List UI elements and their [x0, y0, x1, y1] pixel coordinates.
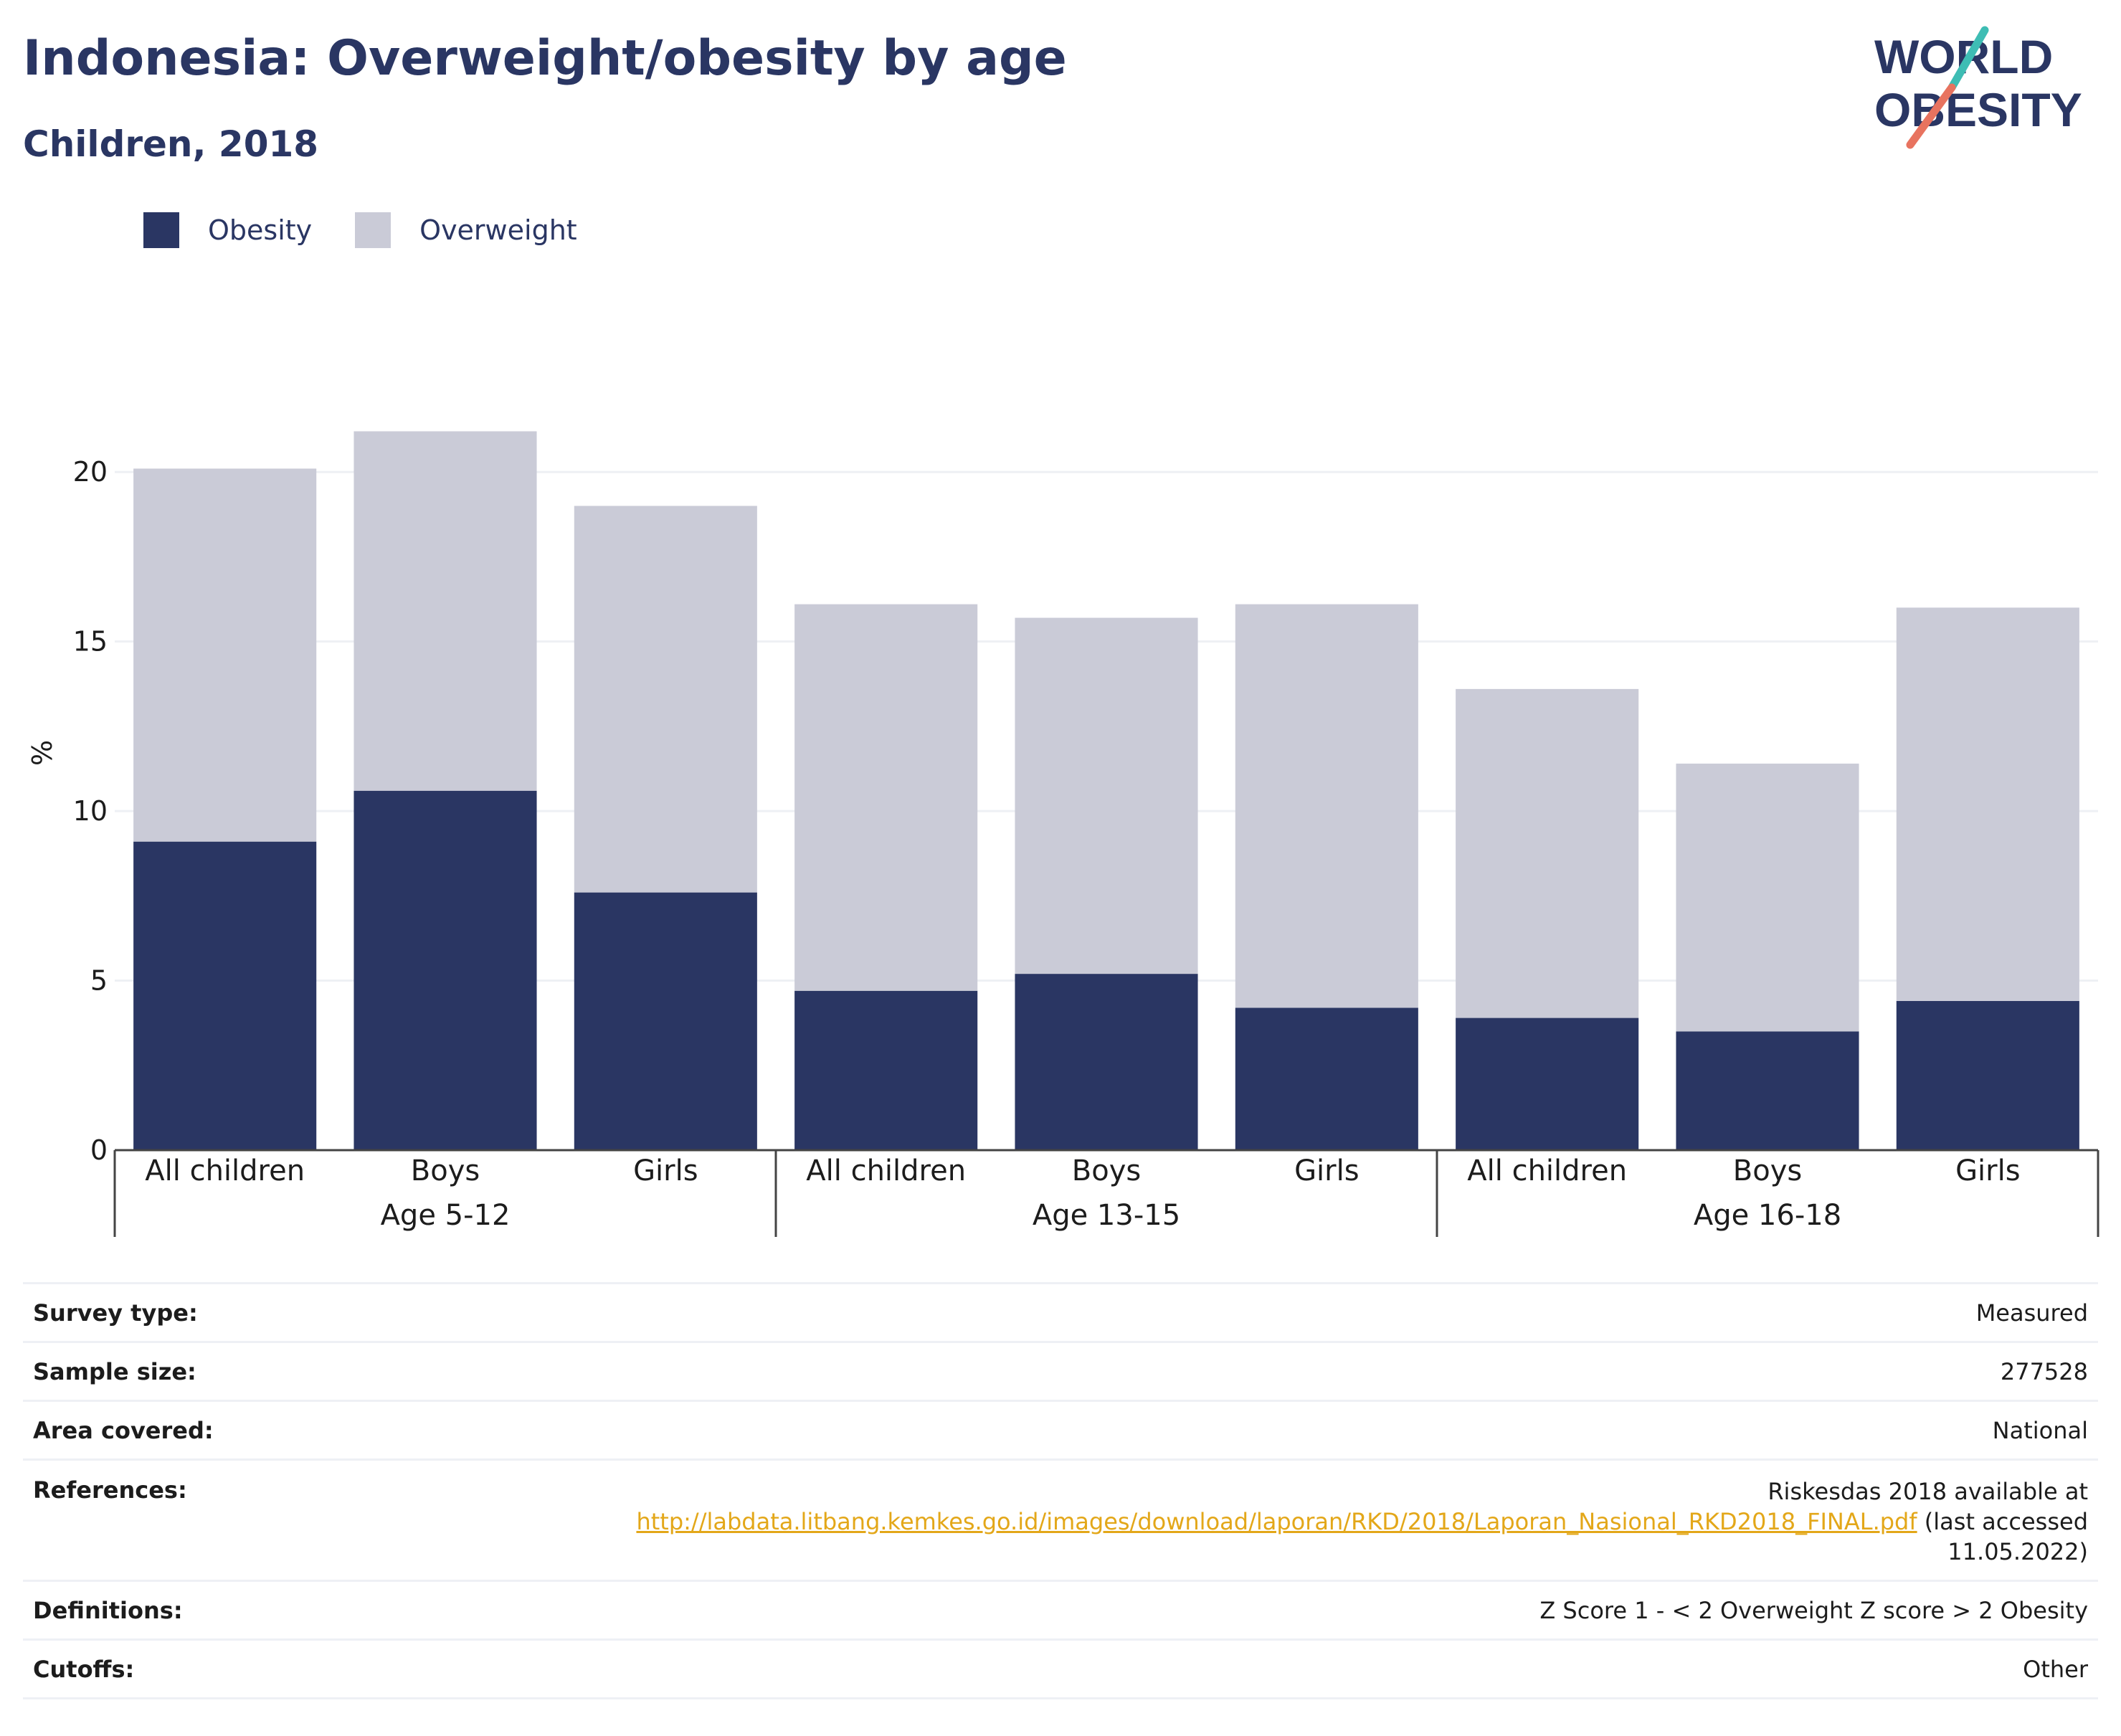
area-covered-label: Area covered: [23, 1400, 402, 1460]
bar-overweight [354, 431, 537, 791]
sample-size-value: 277528 [402, 1341, 2098, 1401]
legend-swatch-overweight [355, 212, 392, 248]
references-accessed: (last accessed [1917, 1508, 2088, 1535]
references-text: Riskesdas 2018 available at [1768, 1478, 2088, 1505]
world-obesity-logo: WORLD OBESITY [1874, 26, 2082, 149]
references-link[interactable]: http://labdata.litbang.kemkes.go.id/imag… [636, 1508, 1917, 1535]
references-date: 11.05.2022) [1947, 1538, 2088, 1565]
survey-type-label: Survey type: [23, 1282, 402, 1342]
legend-label-obesity: Obesity [208, 214, 313, 246]
bar-overweight [133, 468, 317, 842]
bar-overweight [574, 506, 757, 893]
x-tick-label: Girls [1955, 1154, 2021, 1187]
cutoffs-value: Other [402, 1638, 2098, 1699]
bar-obesity [1676, 1031, 1859, 1150]
info-row-cutoffs: Cutoffs: Other [23, 1638, 2098, 1699]
bar-overweight [1676, 763, 1859, 1032]
chart-subtitle: Children, 2018 [23, 123, 319, 165]
x-tick-label: All children [806, 1154, 966, 1187]
references-value: Riskesdas 2018 available at http://labda… [402, 1458, 2098, 1581]
bar-overweight [794, 604, 978, 991]
x-tick-label: Boys [411, 1154, 480, 1187]
group-label: Age 16-18 [1694, 1199, 1841, 1232]
x-tick-label: Girls [1294, 1154, 1360, 1187]
info-row-definitions: Definitions: Z Score 1 - < 2 Overweight … [23, 1580, 2098, 1640]
x-tick-label: Boys [1072, 1154, 1141, 1187]
group-label: Age 5-12 [381, 1199, 511, 1232]
info-row-sample-size: Sample size: 277528 [23, 1341, 2098, 1401]
chart-legend: Obesity Overweight [143, 212, 620, 248]
logo-word-obesity: OBESITY [1874, 83, 2082, 136]
y-axis-label: % [27, 740, 58, 766]
info-row-survey-type: Survey type: Measured [23, 1282, 2098, 1342]
bar-overweight [1456, 688, 1639, 1018]
bar-obesity [1235, 1007, 1418, 1150]
x-tick-label: Boys [1733, 1154, 1802, 1187]
cutoffs-label: Cutoffs: [23, 1638, 402, 1699]
legend-item-overweight[interactable]: Overweight [355, 212, 577, 248]
y-tick-label: 15 [73, 626, 108, 658]
bar-obesity [1015, 974, 1198, 1150]
chart-bars [133, 431, 2079, 1150]
bar-obesity [133, 841, 317, 1150]
x-tick-label: Girls [633, 1154, 698, 1187]
group-label: Age 13-15 [1033, 1199, 1180, 1232]
y-tick-label: 0 [90, 1134, 108, 1166]
logo-slash-coral [1906, 83, 1956, 149]
survey-info-table: Survey type: Measured Sample size: 27752… [23, 1282, 2098, 1699]
bar-obesity [794, 990, 978, 1150]
definitions-value: Z Score 1 - < 2 Overweight Z score > 2 O… [402, 1580, 2098, 1640]
bar-overweight [1235, 604, 1418, 1008]
bar-obesity [354, 790, 537, 1150]
x-tick-label: All children [145, 1154, 305, 1187]
area-covered-value: National [402, 1400, 2098, 1460]
x-tick-label: All children [1467, 1154, 1627, 1187]
info-row-area-covered: Area covered: National [23, 1400, 2098, 1460]
y-tick-label: 5 [90, 965, 108, 997]
legend-swatch-obesity [143, 212, 179, 248]
bar-overweight [1015, 617, 1198, 974]
bar-obesity [574, 892, 757, 1150]
stacked-bar-chart: 0 5 10 15 20 All children Boys Girls All childre… [27, 431, 2099, 1237]
y-tick-label: 10 [73, 795, 108, 827]
chart-title: Indonesia: Overweight/obesity by age [23, 30, 1067, 87]
legend-label-overweight: Overweight [419, 214, 577, 246]
logo-slash-teal [1947, 26, 1989, 92]
sample-size-label: Sample size: [23, 1341, 402, 1401]
info-row-references: References: Riskesdas 2018 available at … [23, 1458, 2098, 1581]
references-label: References: [23, 1458, 402, 1581]
definitions-label: Definitions: [23, 1580, 402, 1640]
chart-axes: 0 5 10 15 20 All children Boys Girls All childre… [73, 456, 2099, 1237]
bar-overweight [1896, 607, 2079, 1001]
survey-type-value: Measured [402, 1282, 2098, 1342]
y-tick-label: 20 [73, 456, 108, 488]
bar-obesity [1456, 1018, 1639, 1150]
legend-item-obesity[interactable]: Obesity [143, 212, 312, 248]
bar-obesity [1896, 1000, 2079, 1150]
